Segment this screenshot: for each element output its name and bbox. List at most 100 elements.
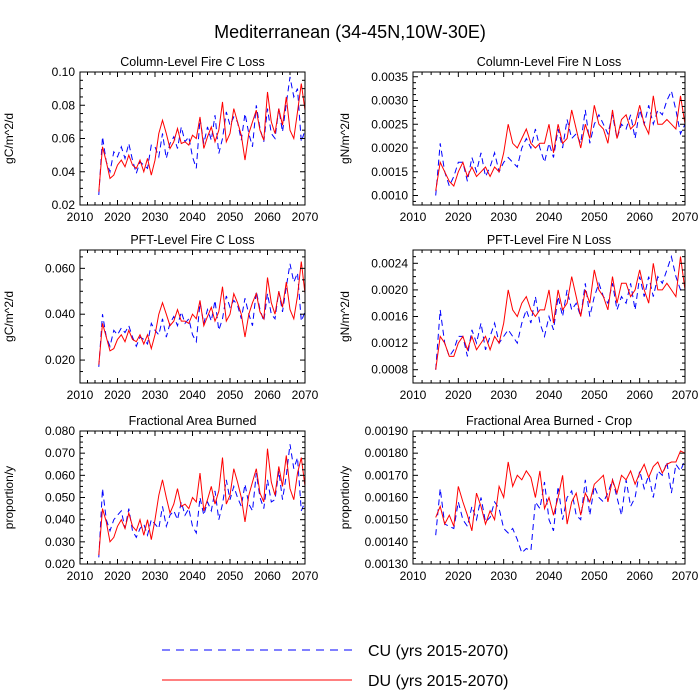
- chart-panel-3: 2010 2020 2030 2040 2050 2060 2070 0.020 0.040 0.…: [2, 233, 319, 402]
- series-line-cu: [435, 459, 685, 554]
- x-tick-label: 2010: [67, 388, 94, 402]
- x-tick-label: 2010: [67, 569, 94, 583]
- x-tick-label: 2060: [254, 210, 281, 224]
- y-tick-label: 0.10: [52, 65, 76, 79]
- y-tick-label: 0.020: [45, 353, 75, 367]
- x-tick-label: 2010: [400, 388, 427, 402]
- series-line-du: [98, 83, 305, 192]
- x-tick-label: 2020: [104, 569, 131, 583]
- y-tick-label: 0.00170: [365, 468, 409, 482]
- y-tick-label: 0.040: [45, 307, 75, 321]
- chart-title: PFT-Level Fire N Loss: [487, 233, 611, 247]
- y-axis-label: gN/m^2/d: [338, 291, 352, 342]
- x-tick-label: 2060: [254, 569, 281, 583]
- chart-title: Fractional Area Burned: [129, 414, 257, 428]
- y-tick-label: 0.0016: [371, 310, 408, 324]
- series-line-du: [435, 95, 685, 191]
- chart-title: Fractional Area Burned - Crop: [466, 414, 632, 428]
- x-tick-label: 2070: [672, 569, 699, 583]
- y-tick-label: 0.00160: [365, 491, 409, 505]
- y-axis-label: gC/m^2/d: [2, 291, 16, 342]
- y-axis-label: proportion/y: [338, 466, 352, 529]
- chart-panel-1: 2010 2020 2030 2040 2050 2060 2070 0.02 0.04 0.06…: [2, 55, 319, 224]
- x-tick-label: 2050: [581, 210, 608, 224]
- y-tick-label: 0.060: [45, 468, 75, 482]
- x-tick-label: 2060: [254, 388, 281, 402]
- x-tick-label: 2020: [104, 210, 131, 224]
- y-tick-label: 0.050: [45, 491, 75, 505]
- x-tick-label: 2060: [626, 388, 653, 402]
- y-tick-label: 0.00150: [365, 513, 409, 527]
- legend-label-du: DU (yrs 2015-2070): [368, 673, 509, 690]
- legend-label-cu: CU (yrs 2015-2070): [368, 643, 509, 660]
- plot-frame: [79, 71, 306, 206]
- x-tick-label: 2030: [490, 569, 517, 583]
- x-tick-label: 2070: [292, 569, 319, 583]
- x-tick-label: 2070: [672, 210, 699, 224]
- y-tick-label: 0.08: [52, 98, 76, 112]
- y-tick-label: 0.00130: [365, 557, 409, 571]
- y-tick-label: 0.0020: [371, 141, 408, 155]
- y-tick-label: 0.0012: [371, 336, 408, 350]
- chart-title: Column-Level Fire C Loss: [120, 55, 265, 69]
- x-tick-label: 2030: [490, 388, 517, 402]
- x-tick-label: 2040: [179, 388, 206, 402]
- series-line-cu: [98, 444, 305, 558]
- y-tick-label: 0.040: [45, 513, 75, 527]
- chart-title: PFT-Level Fire C Loss: [130, 233, 254, 247]
- x-tick-label: 2020: [104, 388, 131, 402]
- y-axis-label: gN/m^2/d: [338, 113, 352, 164]
- y-tick-label: 0.0015: [371, 165, 408, 179]
- x-tick-label: 2060: [626, 210, 653, 224]
- chart-title: Column-Level Fire N Loss: [477, 55, 622, 69]
- x-tick-label: 2070: [292, 388, 319, 402]
- y-tick-label: 0.0024: [371, 256, 408, 270]
- y-tick-label: 0.00190: [365, 424, 409, 438]
- x-tick-label: 2050: [581, 569, 608, 583]
- y-tick-label: 0.02: [52, 198, 76, 212]
- y-tick-label: 0.00140: [365, 535, 409, 549]
- x-tick-label: 2010: [400, 569, 427, 583]
- series-line-cu: [435, 254, 685, 370]
- x-tick-label: 2040: [179, 569, 206, 583]
- y-tick-label: 0.06: [52, 132, 76, 146]
- y-tick-label: 0.080: [45, 424, 75, 438]
- x-tick-label: 2050: [217, 210, 244, 224]
- x-tick-label: 2050: [581, 388, 608, 402]
- series-line-du: [435, 450, 685, 531]
- chart-panel-5: 2010 2020 2030 2040 2050 2060 2070 0.020 0.030 0.…: [2, 414, 319, 583]
- x-tick-label: 2030: [142, 388, 169, 402]
- y-tick-label: 0.0025: [371, 117, 408, 131]
- y-axis-label: proportion/y: [2, 466, 16, 529]
- x-tick-label: 2030: [142, 210, 169, 224]
- y-tick-label: 0.0008: [371, 363, 408, 377]
- chart-panel-4: 2010 2020 2030 2040 2050 2060 2070 0.0008 0.0012…: [338, 233, 699, 402]
- y-axis-label: gC/m^2/d: [2, 113, 16, 164]
- x-tick-label: 2020: [445, 210, 472, 224]
- chart-panel-6: 2010 2020 2030 2040 2050 2060 2070 0.00130 0.001…: [338, 414, 699, 583]
- y-tick-label: 0.020: [45, 557, 75, 571]
- y-tick-label: 0.04: [52, 165, 76, 179]
- x-tick-label: 2050: [217, 388, 244, 402]
- y-tick-label: 0.0020: [371, 283, 408, 297]
- y-tick-label: 0.0030: [371, 94, 408, 108]
- y-tick-label: 0.0035: [371, 70, 408, 84]
- x-tick-label: 2030: [490, 210, 517, 224]
- x-tick-label: 2040: [536, 210, 563, 224]
- chart-panel-2: 2010 2020 2030 2040 2050 2060 2070 0.0010 0.0015…: [338, 55, 699, 224]
- series-line-cu: [435, 89, 685, 196]
- y-tick-label: 0.0010: [371, 189, 408, 203]
- x-tick-label: 2020: [445, 388, 472, 402]
- y-tick-label: 0.070: [45, 446, 75, 460]
- series-line-du: [98, 448, 305, 556]
- y-tick-label: 0.060: [45, 261, 75, 275]
- x-tick-label: 2050: [217, 569, 244, 583]
- x-tick-label: 2010: [400, 210, 427, 224]
- figure-title: Mediterranean (34-45N,10W-30E): [214, 22, 486, 42]
- series-line-du: [98, 261, 305, 365]
- x-tick-label: 2030: [142, 569, 169, 583]
- x-tick-label: 2040: [536, 569, 563, 583]
- x-tick-label: 2040: [179, 210, 206, 224]
- x-tick-label: 2040: [536, 388, 563, 402]
